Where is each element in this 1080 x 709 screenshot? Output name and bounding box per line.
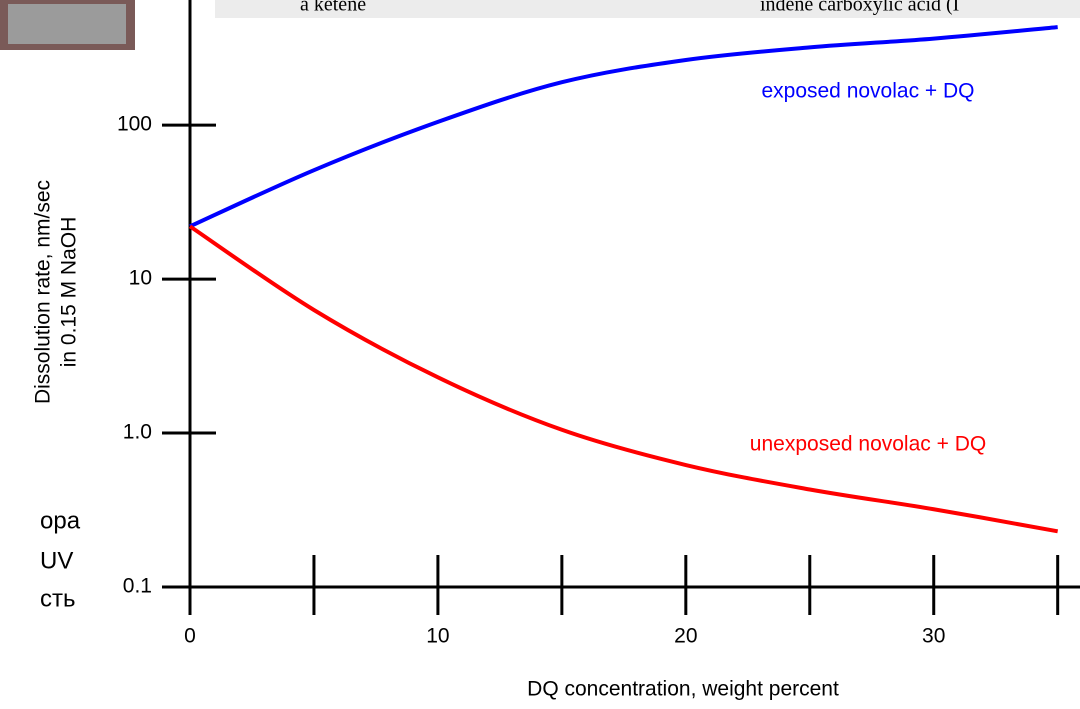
- y-tick-label: 1.0: [123, 421, 152, 444]
- series-line: [190, 226, 1058, 531]
- x-tick-label: 20: [674, 625, 697, 648]
- series-line: [190, 27, 1058, 226]
- series-label: unexposed novolac + DQ: [750, 433, 986, 456]
- y-label-line: in 0.15 M NaOH: [58, 217, 81, 368]
- fragment-text: UV: [40, 547, 73, 574]
- x-tick-label: 10: [426, 625, 449, 648]
- y-tick-label: 10: [129, 267, 152, 290]
- series-label: exposed novolac + DQ: [761, 80, 974, 103]
- y-tick-label: 100: [117, 113, 152, 136]
- slide: a ketene indene carboxylic acid (I ора U…: [0, 0, 1080, 709]
- fragment-text: indene carboxylic acid (I: [760, 0, 959, 16]
- fragment-text: сть: [40, 585, 76, 612]
- image-fragment: [8, 4, 126, 44]
- x-label: DQ concentration, weight percent: [527, 678, 839, 701]
- x-tick-label: 30: [922, 625, 945, 648]
- x-tick-label: 0: [184, 625, 196, 648]
- y-label: Dissolution rate, nm/sec in 0.15 M NaOH: [32, 180, 81, 404]
- fragment-text: ора: [40, 507, 81, 534]
- y-label-line: Dissolution rate, nm/sec: [32, 180, 55, 404]
- fragment-text: a ketene: [300, 0, 366, 16]
- y-tick-label: 0.1: [123, 575, 152, 598]
